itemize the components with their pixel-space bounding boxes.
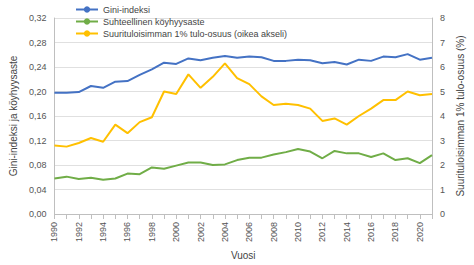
svg-text:0,28: 0,28 [29,38,47,48]
svg-text:0,08: 0,08 [29,160,47,170]
svg-text:2004: 2004 [220,222,230,242]
svg-text:1996: 1996 [122,222,132,242]
svg-text:2014: 2014 [342,222,352,242]
svg-text:8: 8 [440,13,445,23]
svg-text:2: 2 [440,160,445,170]
svg-text:0,12: 0,12 [29,136,47,146]
svg-text:1990: 1990 [49,222,59,242]
svg-text:Gini-indeksi: Gini-indeksi [103,5,150,15]
svg-text:Gini-indeksi ja köyhyysaste: Gini-indeksi ja köyhyysaste [8,55,19,176]
svg-text:2020: 2020 [415,222,425,242]
svg-text:2006: 2006 [244,222,254,242]
svg-text:1: 1 [440,185,445,195]
svg-text:0,20: 0,20 [29,87,47,97]
svg-text:Suurituloisimman 1% tulo-osuus: Suurituloisimman 1% tulo-osuus (%) [455,35,466,196]
svg-text:1998: 1998 [147,222,157,242]
svg-text:0,00: 0,00 [29,209,47,219]
svg-text:2010: 2010 [293,222,303,242]
svg-text:1994: 1994 [98,222,108,242]
svg-text:Suhteellinen köyhyysaste: Suhteellinen köyhyysaste [103,17,205,27]
svg-text:0: 0 [440,209,445,219]
svg-text:5: 5 [440,87,445,97]
svg-text:1992: 1992 [74,222,84,242]
svg-text:0,24: 0,24 [29,62,47,72]
svg-text:0,04: 0,04 [29,185,47,195]
svg-text:4: 4 [440,111,445,121]
svg-text:Suurituloisimman 1% tulo-osuus: Suurituloisimman 1% tulo-osuus (oikea ak… [103,29,287,39]
svg-text:2008: 2008 [269,222,279,242]
svg-text:2000: 2000 [171,222,181,242]
svg-text:7: 7 [440,38,445,48]
svg-text:0,32: 0,32 [29,13,47,23]
svg-text:2018: 2018 [390,222,400,242]
svg-text:2002: 2002 [196,222,206,242]
svg-text:Vuosi: Vuosi [231,250,256,261]
svg-text:2016: 2016 [366,222,376,242]
svg-text:0,16: 0,16 [29,111,47,121]
svg-text:3: 3 [440,136,445,146]
svg-text:2012: 2012 [317,222,327,242]
svg-text:6: 6 [440,62,445,72]
